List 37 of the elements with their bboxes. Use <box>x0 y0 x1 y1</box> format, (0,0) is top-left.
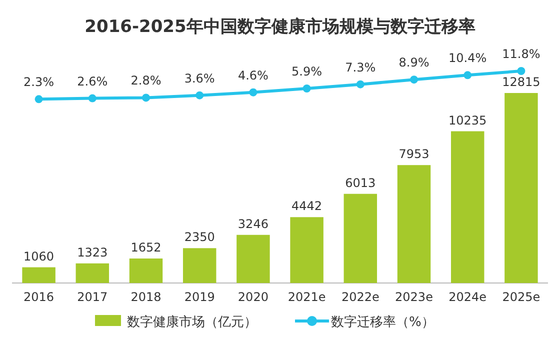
data-label: 1323 <box>77 245 108 260</box>
data-label: 7953 <box>398 147 430 162</box>
data-label: 6013 <box>345 176 376 190</box>
chart-title: 2016-2025年中国数字健康市场规模与数字迁移率 <box>84 17 476 37</box>
x-tick-label: 2025e <box>502 290 540 304</box>
bar <box>290 217 324 283</box>
x-tick-label: 2017 <box>77 290 108 304</box>
x-tick-label: 2016 <box>24 290 54 304</box>
data-label: 1652 <box>130 240 162 255</box>
bar <box>129 258 163 283</box>
bar <box>397 165 431 283</box>
bar <box>344 194 378 283</box>
bar <box>22 267 56 283</box>
x-tick-label: 2020 <box>238 290 268 304</box>
x-tick-label: 2024e <box>448 290 487 304</box>
legend-label: 数字迁移率（%） <box>331 314 434 330</box>
bar <box>182 248 216 283</box>
data-label: 3246 <box>238 216 268 231</box>
legend: 数字健康市场（亿元） <box>95 315 257 330</box>
bar <box>504 93 538 283</box>
legend: 数字迁移率（%） <box>295 315 434 330</box>
bar <box>76 263 110 283</box>
x-tick-label: 2018 <box>130 290 162 304</box>
data-label: 11.8% <box>502 47 540 61</box>
bar <box>450 131 484 283</box>
data-label: 4442 <box>292 199 322 214</box>
x-tick-label: 2022e <box>341 290 380 304</box>
data-label: 1060 <box>24 249 54 264</box>
legend-label: 数字健康市场（亿元） <box>127 314 257 330</box>
x-tick-label: 2023e <box>395 290 433 304</box>
x-tick-label: 2021e <box>288 290 326 304</box>
data-label: 10235 <box>448 113 487 128</box>
data-label: 10.4% <box>448 51 487 66</box>
x-tick-label: 2019 <box>184 290 215 304</box>
data-label: 8.9% <box>398 56 430 70</box>
bar <box>236 234 270 283</box>
data-label: 2350 <box>184 230 215 244</box>
